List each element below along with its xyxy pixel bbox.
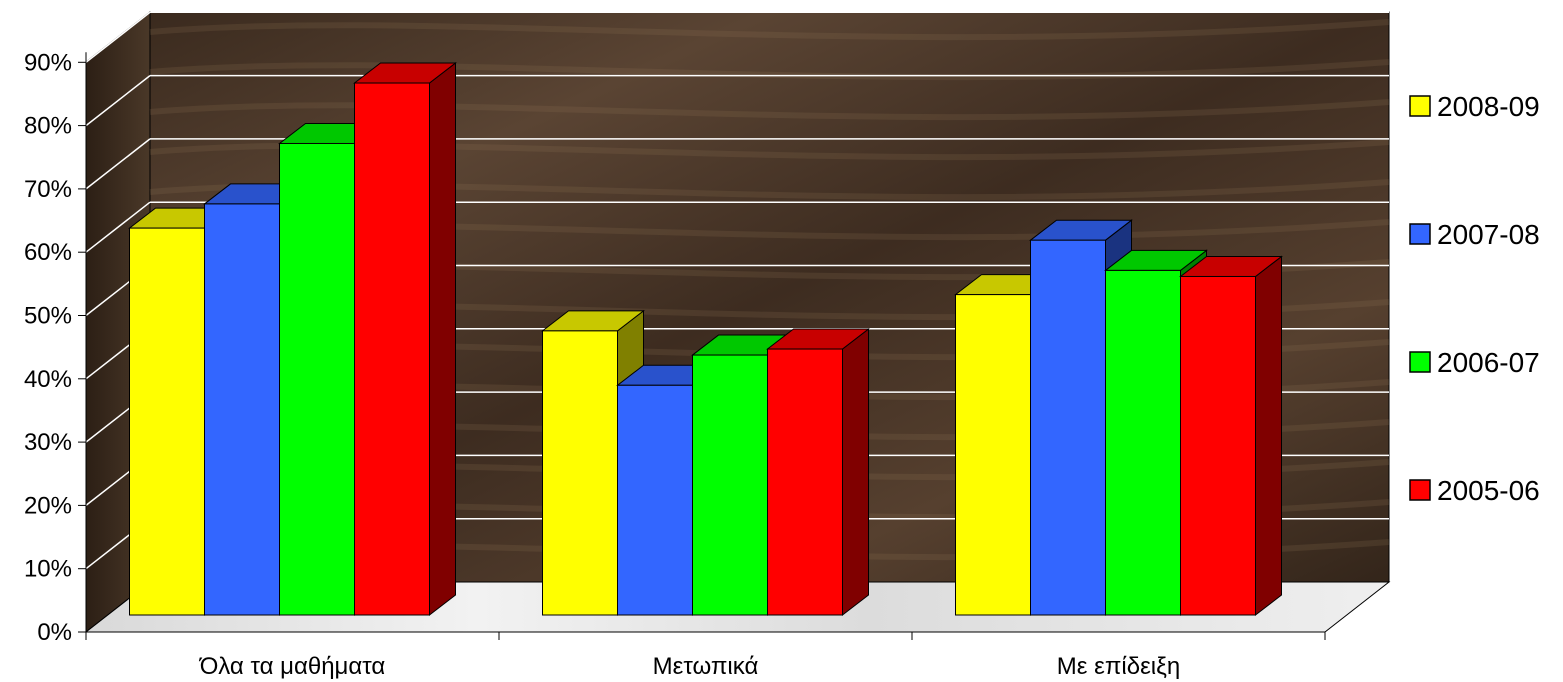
category-label: Όλα τα μαθήματα — [199, 653, 386, 680]
gridline-side — [85, 138, 151, 190]
wood-grain — [149, 19, 1390, 41]
y-tick-label: 40% — [24, 366, 72, 393]
y-tick-label: 70% — [24, 176, 72, 203]
wood-grain — [149, 59, 1390, 81]
bar-2008-09-0 — [129, 227, 205, 616]
y-tick-label: 0% — [37, 619, 72, 646]
y-tick-label: 60% — [24, 239, 72, 266]
gridline-side — [85, 201, 151, 253]
y-axis: 0% 10% 20% 30% 40% 50% 60% 70% 80% 90% — [24, 49, 87, 646]
bar-2007-08-0 — [204, 203, 280, 616]
bar-side-2005-06-1 — [842, 327, 869, 617]
legend: 2008-09 2007-08 2006-07 2005-06 — [1409, 91, 1540, 506]
legend-label: 2008-09 — [1437, 91, 1540, 122]
bar-2008-09-1 — [542, 330, 618, 616]
wood-grain — [149, 99, 1390, 121]
legend-label: 2006-07 — [1437, 347, 1540, 378]
x-axis: Όλα τα μαθήματα Μετωπικά Με επίδειξη — [85, 631, 1326, 680]
bar-2006-07-0 — [279, 142, 355, 616]
legend-swatch — [1409, 479, 1431, 501]
y-tick-label: 20% — [24, 492, 72, 519]
category-label: Με επίδειξη — [1057, 653, 1180, 680]
bar-side-2005-06-0 — [429, 62, 456, 617]
bar-side-2005-06-2 — [1255, 255, 1282, 617]
bar-2007-08-2 — [1030, 239, 1106, 616]
bar-2005-06-0 — [354, 82, 430, 616]
bar-2006-07-2 — [1105, 269, 1181, 616]
gridline-side — [85, 11, 151, 63]
bars — [128, 62, 1283, 617]
legend-label: 2005-06 — [1437, 475, 1540, 506]
y-tick-label: 80% — [24, 113, 72, 140]
y-tick-label: 30% — [24, 429, 72, 456]
bar-2008-09-2 — [955, 294, 1031, 616]
y-tick-label: 10% — [24, 556, 72, 583]
legend-label: 2007-08 — [1437, 219, 1540, 250]
gridline-side — [85, 75, 151, 127]
bar-2007-08-1 — [617, 384, 693, 616]
category-label: Μετωπικά — [653, 653, 759, 680]
legend-swatch — [1409, 223, 1431, 245]
legend-swatch — [1409, 351, 1431, 373]
y-tick-label: 50% — [24, 303, 72, 330]
bar-2005-06-1 — [767, 348, 843, 616]
legend-swatch — [1409, 95, 1431, 117]
bar-2005-06-2 — [1180, 275, 1256, 616]
bar-2006-07-1 — [692, 354, 768, 616]
y-tick-label: 90% — [24, 49, 72, 76]
